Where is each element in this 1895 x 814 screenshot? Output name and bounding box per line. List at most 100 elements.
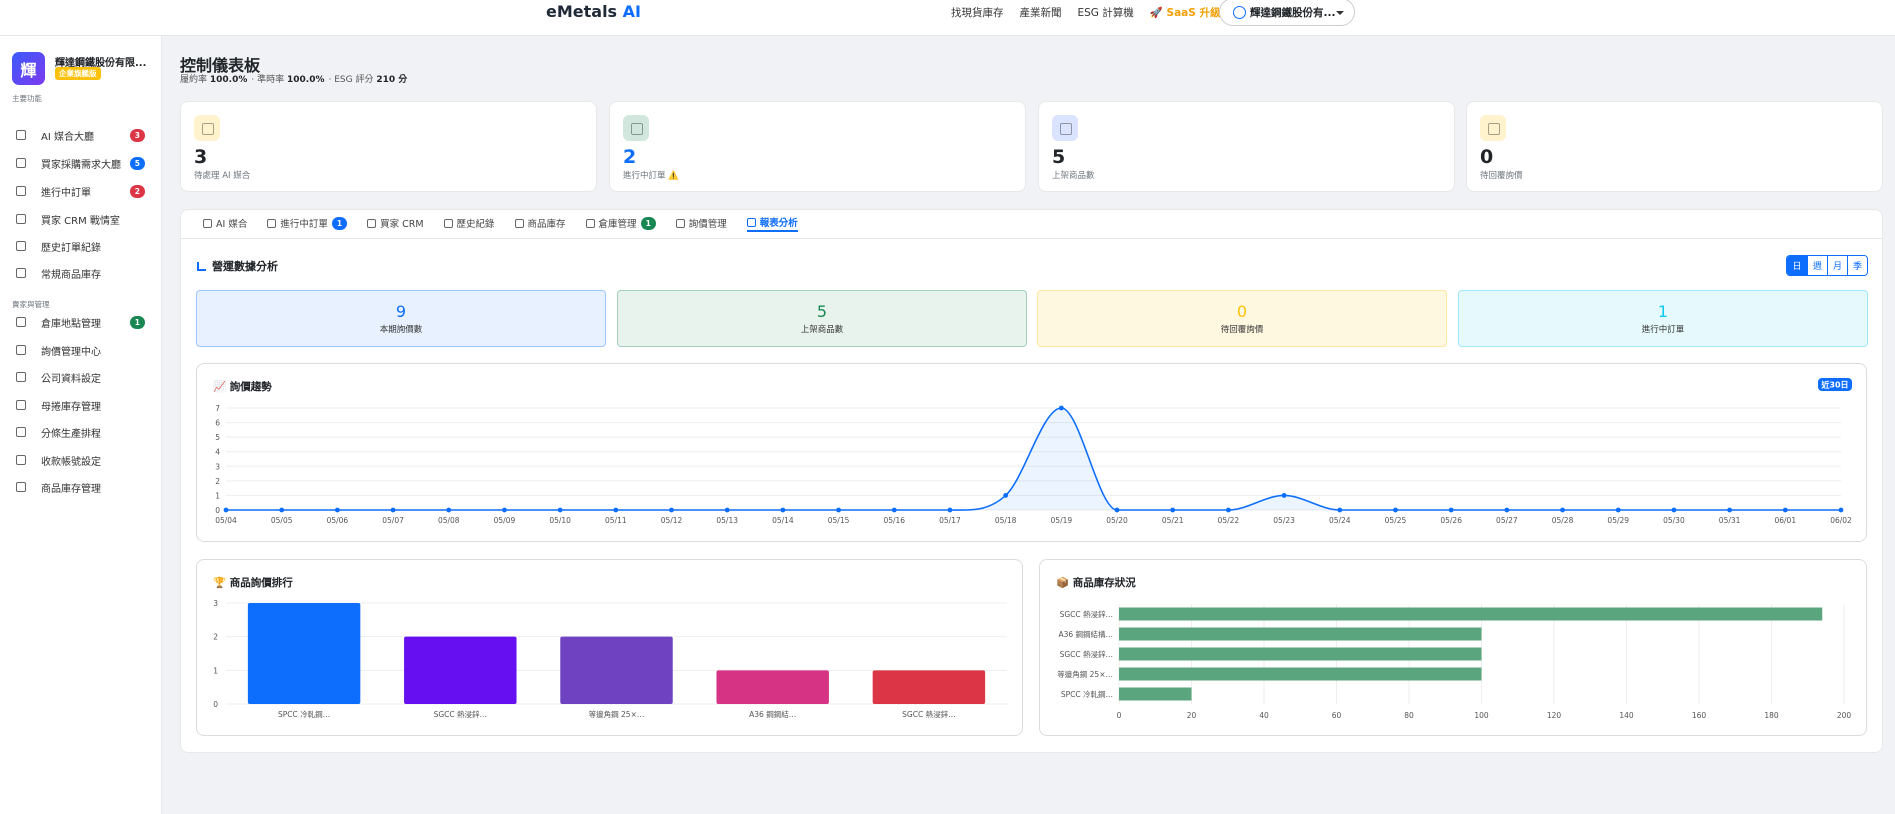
kpi-icon xyxy=(1480,115,1506,141)
top-nav: eMetals AI 找現貨庫存 產業新聞 ESG 計算機 🚀 SaaS 升級 輝達鋼… xyxy=(0,0,1895,36)
nav-link[interactable]: 找現貨庫存 xyxy=(951,7,1004,19)
y-tick-label: SGCC 熱浸鋅… xyxy=(1060,649,1113,659)
section-title: 賣家與管理 xyxy=(12,300,50,309)
nav-item[interactable]: 倉庫地點管理 1 xyxy=(0,311,160,333)
brand-ai: AI xyxy=(622,2,641,21)
tab[interactable]: 買家 CRM xyxy=(367,216,424,232)
range-badge-text: 近30日 xyxy=(1820,380,1848,390)
trend-point xyxy=(1170,507,1176,513)
tab-label: 倉庫管理 xyxy=(598,219,637,230)
x-tick-label: 06/01 xyxy=(1774,516,1796,525)
tab-icon xyxy=(585,218,595,228)
tab-label: 報表分析 xyxy=(759,218,798,229)
nav-label: 商品庫存管理 xyxy=(41,483,101,495)
period-button[interactable]: 日 xyxy=(1787,256,1807,275)
nav-item[interactable]: 公司資料設定 xyxy=(0,366,160,388)
metric-label: · 準時率 xyxy=(251,75,285,85)
nav-label: AI 媒合大廳 xyxy=(41,131,94,143)
trend-point xyxy=(1337,507,1343,513)
x-tick-label: 05/29 xyxy=(1607,516,1629,525)
stat-label: 待回覆詢價 xyxy=(1220,325,1264,335)
tab[interactable]: 報表分析 xyxy=(746,216,798,232)
analytics-title-text: 營運數據分析 xyxy=(212,260,278,273)
nav-label: 公司資料設定 xyxy=(41,373,101,385)
nav-icon xyxy=(16,372,26,382)
kpi-value: 5 xyxy=(1052,146,1066,168)
bar xyxy=(1119,607,1823,621)
x-tick-label: 05/17 xyxy=(939,516,961,525)
section-title: 主要功能 xyxy=(12,94,42,103)
bar xyxy=(404,636,517,704)
x-tick-label: 05/28 xyxy=(1552,516,1574,525)
nav-item[interactable]: 詢價管理中心 xyxy=(0,339,160,361)
tab[interactable]: 商品庫存 xyxy=(514,216,566,232)
stat-box: 9 本期詢價數 xyxy=(196,290,606,347)
x-tick-label: SPCC 冷軋鋼… xyxy=(278,709,330,719)
bar xyxy=(560,636,673,704)
x-tick-label: 05/08 xyxy=(438,516,460,525)
y-tick-label: 2 xyxy=(213,633,218,642)
y-tick-label: 3 xyxy=(213,599,218,608)
metric-value: 100.0% xyxy=(209,75,248,85)
bar xyxy=(1119,647,1482,661)
kpi-value: 3 xyxy=(194,146,208,168)
nav-item[interactable]: 分條生產排程 xyxy=(0,421,160,443)
nav-icon xyxy=(16,214,26,224)
trend-point xyxy=(836,507,841,513)
x-tick-label: 05/13 xyxy=(716,516,738,525)
x-tick-label: 05/25 xyxy=(1385,516,1407,525)
nav-label: 詢價管理中心 xyxy=(41,346,101,358)
nav-item[interactable]: 歷史訂單紀錄 xyxy=(0,235,160,257)
page-title: 控制儀表板 xyxy=(180,56,261,75)
y-tick-label: 1 xyxy=(215,491,220,500)
period-button[interactable]: 月 xyxy=(1827,256,1847,275)
trend-point xyxy=(891,507,897,513)
nav-item[interactable]: 母捲庫存管理 xyxy=(0,394,160,416)
x-tick-label: 06/02 xyxy=(1830,516,1852,525)
x-tick-label: 05/19 xyxy=(1051,516,1073,525)
nav-item[interactable]: 買家採購需求大廳 5 xyxy=(0,152,160,174)
nav-link[interactable]: ESG 計算機 xyxy=(1077,7,1134,19)
user-menu[interactable]: 輝達鋼鐵股份有... xyxy=(1219,0,1355,26)
nav-item[interactable]: 常規商品庫存 xyxy=(0,262,160,284)
trend-point xyxy=(557,507,563,513)
tab[interactable]: 歷史紀錄 xyxy=(443,216,495,232)
tab[interactable]: 詢價管理 xyxy=(675,216,727,232)
trend-point xyxy=(1393,507,1398,513)
nav-label: 收款帳號設定 xyxy=(41,456,101,468)
period-button[interactable]: 週 xyxy=(1807,256,1827,275)
tab[interactable]: 進行中訂單 1 xyxy=(267,216,348,232)
tab-badge: 1 xyxy=(331,216,348,230)
x-tick-label: 140 xyxy=(1619,711,1634,720)
nav-icon xyxy=(16,130,26,140)
x-tick-label: A36 鋼鋼結… xyxy=(749,709,796,719)
kpi-label: 待處理 AI 媒合 xyxy=(194,171,251,181)
nav-item[interactable]: 收款帳號設定 xyxy=(0,449,160,471)
tab[interactable]: AI 媒合 xyxy=(203,216,247,232)
period-button[interactable]: 季 xyxy=(1847,256,1867,275)
brand[interactable]: eMetals AI xyxy=(546,2,641,21)
stat-value: 9 xyxy=(395,302,407,321)
tab[interactable]: 倉庫管理 1 xyxy=(585,216,656,232)
nav-links: 找現貨庫存 產業新聞 ESG 計算機 🚀 SaaS 升級 xyxy=(951,5,1220,20)
tab-icon xyxy=(267,218,277,228)
x-tick-label: 05/27 xyxy=(1496,516,1518,525)
x-tick-label: 60 xyxy=(1332,711,1342,720)
stat-box: 1 進行中訂單 xyxy=(1458,290,1868,347)
kpi-card: 5 上架商品數 xyxy=(1038,101,1455,192)
nav-link[interactable]: 產業新聞 xyxy=(1019,7,1062,19)
nav-item[interactable]: 進行中訂單 2 xyxy=(0,180,160,202)
metric-label: · ESG 評分 xyxy=(328,75,374,85)
x-tick-label: 05/05 xyxy=(271,516,293,525)
tab-icon xyxy=(675,218,685,228)
company-name: 輝達鋼鐵股份有限... xyxy=(55,58,147,69)
metric: · 準時率 100.0% xyxy=(251,72,324,85)
nav-item[interactable]: AI 媒合大廳 3 xyxy=(0,124,160,146)
x-tick-label: 05/14 xyxy=(772,516,794,525)
nav-item[interactable]: 買家 CRM 戰情室 xyxy=(0,208,160,230)
nav-item[interactable]: 商品庫存管理 xyxy=(0,476,160,498)
tab-badge: 1 xyxy=(640,216,656,230)
upgrade-link[interactable]: 🚀 SaaS 升級 xyxy=(1149,7,1221,19)
metric-label: 履約率 xyxy=(180,75,208,85)
